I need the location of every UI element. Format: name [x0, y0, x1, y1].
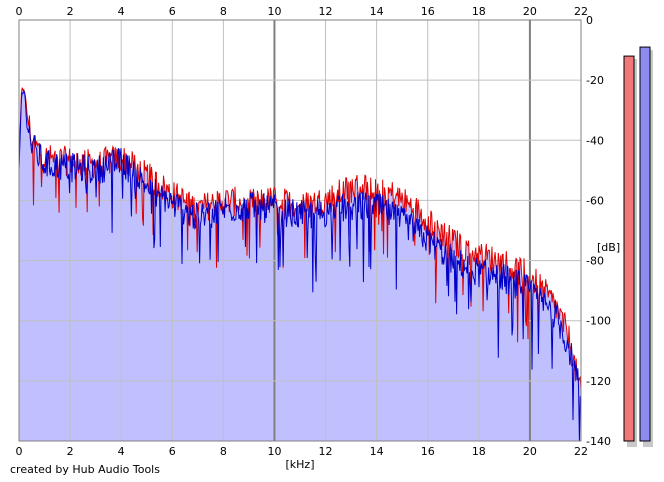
y-tick-label: -100	[586, 315, 611, 328]
level-meters	[623, 46, 653, 448]
y-tick-label: -140	[586, 435, 611, 448]
x-tick-label-top: 8	[220, 5, 227, 18]
y-axis-label: [dB]	[597, 241, 620, 254]
x-tick-label-top: 4	[118, 5, 125, 18]
x-tick-label-bottom: 18	[472, 445, 486, 458]
x-tick-label-top: 16	[421, 5, 435, 18]
y-tick-label: -20	[586, 74, 604, 87]
x-tick-label-bottom: 14	[370, 445, 384, 458]
x-tick-label-bottom: 0	[16, 445, 23, 458]
y-tick-label: -60	[586, 194, 604, 207]
x-tick-label-top: 10	[267, 5, 281, 18]
x-tick-label-bottom: 6	[169, 445, 176, 458]
x-axis-label: [kHz]	[286, 458, 315, 471]
spectrum-fill-area	[19, 87, 581, 441]
x-tick-label-bottom: 10	[267, 445, 281, 458]
y-tick-label: 0	[586, 14, 593, 27]
credit-text: created by Hub Audio Tools	[10, 463, 160, 476]
x-tick-label-top: 22	[574, 5, 588, 18]
x-tick-label-top: 2	[67, 5, 74, 18]
level-meter-right	[639, 46, 651, 442]
x-tick-label-bottom: 12	[319, 445, 333, 458]
x-tick-label-top: 18	[472, 5, 486, 18]
x-tick-label-top: 20	[523, 5, 537, 18]
series-line-right	[18, 90, 582, 442]
y-tick-label: -120	[586, 375, 611, 388]
x-tick-labels-bottom: 0 2 4 6 8 10 12 14 16 18 20 22	[16, 445, 589, 458]
plot-frame	[18, 19, 582, 442]
spectrum-fill	[19, 87, 581, 441]
x-tick-label-top: 6	[169, 5, 176, 18]
plot-border	[18, 19, 582, 442]
x-tick-label-top: 12	[319, 5, 333, 18]
x-tick-label-bottom: 20	[523, 445, 537, 458]
y-tick-labels: 0 -20 -40 -60 -80 -100 -120 -140	[586, 14, 611, 448]
series-line-left	[18, 87, 582, 390]
x-tick-label-top: 0	[16, 5, 23, 18]
x-tick-label-bottom: 22	[574, 445, 588, 458]
x-tick-label-bottom: 2	[67, 445, 74, 458]
x-tick-label-bottom: 16	[421, 445, 435, 458]
x-tick-labels-top: 0 2 4 6 8 10 12 14 16 18 20 22	[16, 5, 589, 18]
y-tick-label: -80	[586, 255, 604, 268]
x-tick-label-bottom: 8	[220, 445, 227, 458]
y-tick-label: -40	[586, 134, 604, 147]
spectrum-series	[18, 87, 582, 442]
x-tick-label-top: 14	[370, 5, 384, 18]
x-tick-label-bottom: 4	[118, 445, 125, 458]
level-meter-left	[623, 55, 635, 442]
